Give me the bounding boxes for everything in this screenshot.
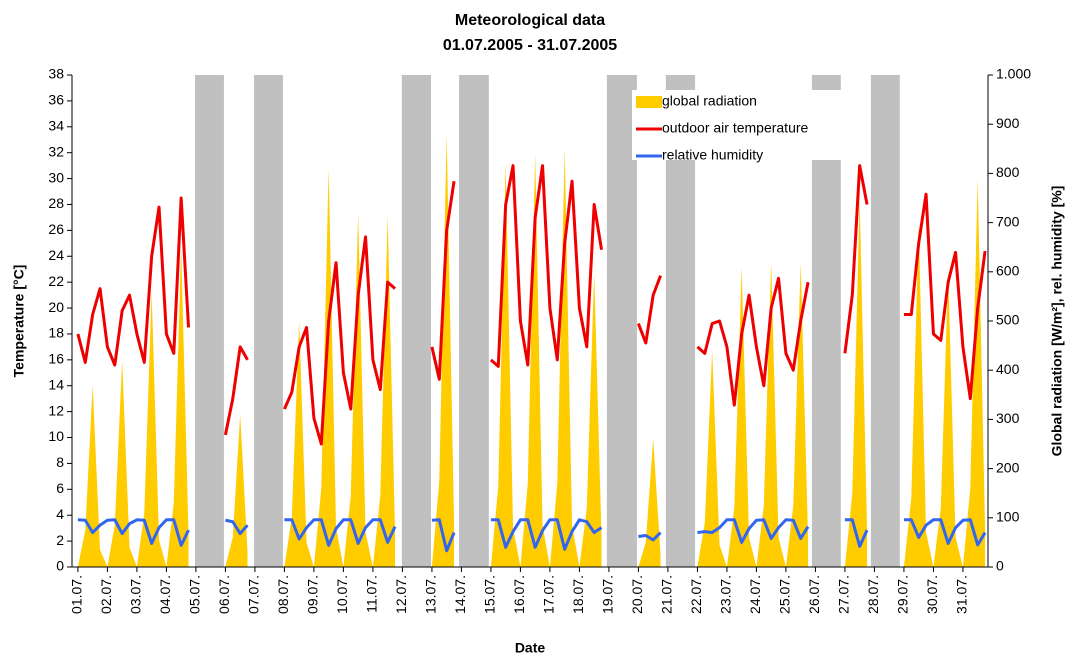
y2-tick-label: 600 — [996, 263, 1020, 279]
x-tick-label: 10.07. — [334, 575, 350, 614]
x-tick-label: 18.07. — [570, 575, 586, 614]
x-tick-label: 11.07. — [364, 575, 380, 613]
x-tick-label: 08.07. — [275, 575, 291, 614]
x-tick-label: 09.07. — [305, 575, 321, 614]
y-tick-label: 34 — [48, 117, 64, 133]
y-tick-label: 20 — [48, 299, 64, 315]
legend-swatch — [636, 96, 662, 108]
y2-tick-label: 300 — [996, 410, 1020, 426]
x-tick-label: 07.07. — [246, 575, 262, 614]
x-tick-label: 17.07. — [541, 575, 557, 614]
y-axis-title: Temperature [°C] — [11, 265, 27, 378]
y-tick-label: 10 — [48, 428, 64, 444]
y-tick-label: 32 — [48, 143, 64, 159]
x-tick-label: 06.07. — [216, 575, 232, 614]
x-tick-label: 20.07. — [629, 575, 645, 614]
y2-tick-label: 800 — [996, 164, 1020, 180]
x-tick-label: 02.07. — [98, 575, 114, 614]
y2-tick-label: 100 — [996, 509, 1020, 525]
x-tick-label: 26.07. — [806, 575, 822, 614]
x-tick-label: 30.07. — [924, 575, 940, 614]
x-tick-label: 28.07. — [865, 575, 881, 614]
legend-box — [632, 90, 858, 160]
x-tick-label: 16.07. — [511, 575, 527, 614]
x-tick-label: 05.07. — [187, 575, 203, 614]
x-tick-label: 23.07. — [718, 575, 734, 614]
x-tick-label: 01.07. — [69, 575, 85, 614]
y-tick-label: 26 — [48, 221, 64, 237]
y2-tick-label: 0 — [996, 558, 1004, 574]
x-tick-label: 04.07. — [157, 575, 173, 614]
y-tick-label: 18 — [48, 325, 64, 341]
shaded-period — [401, 75, 432, 567]
x-tick-label: 27.07. — [836, 575, 852, 614]
y-tick-label: 0 — [56, 558, 64, 574]
shaded-period — [195, 75, 224, 567]
y2-tick-label: 700 — [996, 213, 1020, 229]
y-tick-label: 30 — [48, 169, 64, 185]
chart-subtitle: 01.07.2005 - 31.07.2005 — [443, 37, 617, 54]
x-tick-label: 31.07. — [954, 575, 970, 614]
y-tick-label: 36 — [48, 92, 64, 108]
x-tick-label: 14.07. — [452, 575, 468, 614]
y-tick-label: 22 — [48, 273, 64, 289]
x-tick-label: 29.07. — [895, 575, 911, 614]
legend-label: global radiation — [662, 93, 757, 109]
x-tick-label: 12.07. — [393, 575, 409, 614]
y2-axis-title: Global radiation [W/m²], rel. humidity [… — [1049, 186, 1065, 457]
x-tick-label: 25.07. — [777, 575, 793, 614]
shaded-period — [459, 75, 489, 567]
y-tick-label: 2 — [56, 532, 64, 548]
y-tick-label: 6 — [56, 480, 64, 496]
legend-label: outdoor air temperature — [662, 120, 809, 136]
shaded-period — [606, 75, 637, 567]
x-tick-label: 13.07. — [423, 575, 439, 614]
shaded-period — [870, 75, 900, 567]
y-tick-label: 14 — [48, 376, 64, 392]
y-tick-label: 24 — [48, 247, 64, 263]
y-tick-label: 8 — [56, 454, 64, 470]
chart-title: Meteorological data — [455, 12, 605, 29]
series-line — [77, 518, 987, 553]
shaded-period — [254, 75, 283, 567]
y2-tick-label: 200 — [996, 459, 1020, 475]
y2-tick-label: 900 — [996, 115, 1020, 131]
y-tick-label: 16 — [48, 351, 64, 367]
x-tick-label: 21.07. — [659, 575, 675, 614]
x-tick-label: 19.07. — [600, 575, 616, 614]
y-tick-label: 38 — [48, 66, 64, 82]
y-tick-label: 4 — [56, 506, 64, 522]
radiation-area — [77, 134, 986, 568]
y2-tick-label: 1.000 — [996, 66, 1031, 82]
legend-label: relative humidity — [662, 147, 763, 163]
x-axis-title: Date — [515, 640, 546, 656]
y2-tick-label: 500 — [996, 312, 1020, 328]
x-tick-label: 22.07. — [688, 575, 704, 614]
x-tick-label: 03.07. — [128, 575, 144, 614]
series-line — [76, 164, 987, 446]
x-tick-label: 15.07. — [482, 575, 498, 614]
x-tick-label: 24.07. — [747, 575, 763, 614]
y-tick-label: 28 — [48, 195, 64, 211]
y-tick-label: 12 — [48, 402, 64, 418]
y2-tick-label: 400 — [996, 361, 1020, 377]
